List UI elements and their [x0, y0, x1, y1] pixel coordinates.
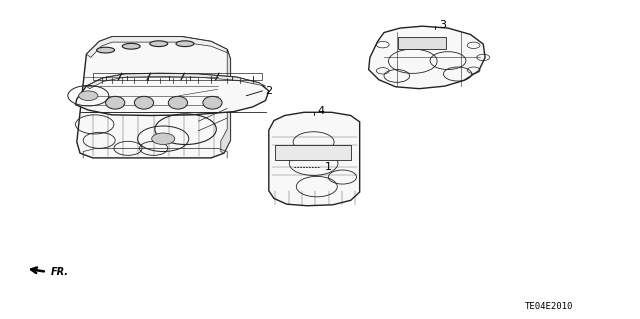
Ellipse shape — [168, 96, 188, 109]
Ellipse shape — [150, 41, 168, 47]
Text: 2: 2 — [266, 86, 273, 96]
Circle shape — [152, 133, 175, 145]
Text: TE04E2010: TE04E2010 — [525, 302, 573, 311]
Polygon shape — [269, 112, 360, 206]
Text: FR.: FR. — [51, 267, 68, 277]
Ellipse shape — [203, 96, 222, 109]
Ellipse shape — [134, 96, 154, 109]
Text: 3: 3 — [439, 19, 446, 30]
Circle shape — [79, 91, 98, 100]
Bar — [398, 37, 446, 49]
Bar — [275, 145, 351, 160]
Polygon shape — [369, 26, 485, 89]
Ellipse shape — [106, 96, 125, 109]
Ellipse shape — [176, 41, 194, 47]
Bar — [93, 73, 262, 80]
Polygon shape — [86, 37, 227, 57]
Text: 1: 1 — [325, 161, 332, 172]
Polygon shape — [76, 73, 269, 115]
Polygon shape — [221, 49, 230, 153]
Text: 4: 4 — [317, 106, 324, 116]
Ellipse shape — [122, 43, 140, 49]
Polygon shape — [77, 37, 230, 158]
Ellipse shape — [97, 47, 115, 53]
Polygon shape — [86, 73, 266, 89]
